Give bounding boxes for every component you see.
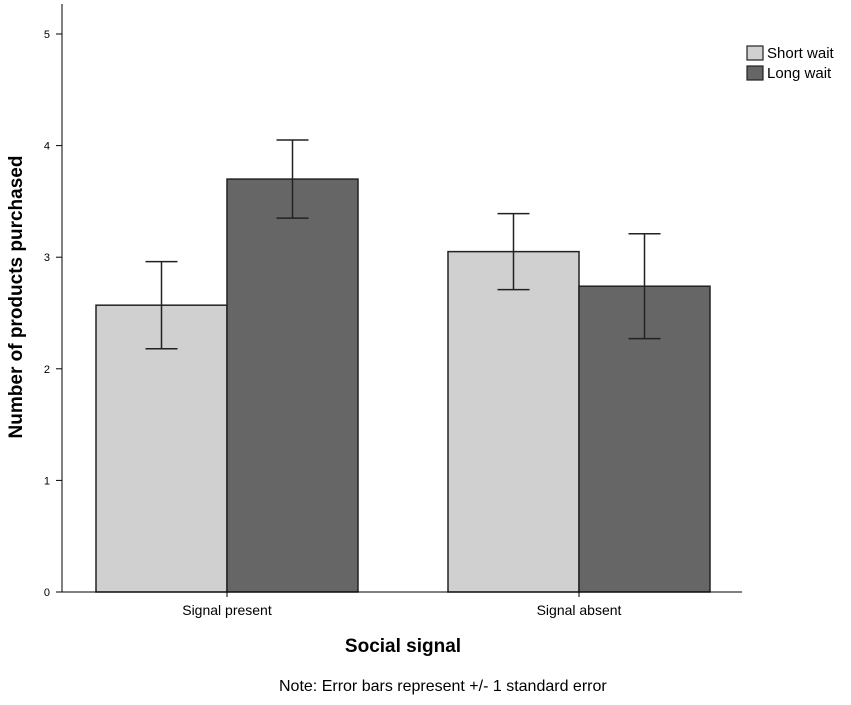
legend-swatch xyxy=(746,65,764,81)
y-tick-label: 5 xyxy=(44,29,50,41)
legend-swatch xyxy=(746,45,764,61)
bars xyxy=(95,178,711,593)
error-bars xyxy=(145,139,661,350)
x-tick-label: Signal present xyxy=(182,602,272,618)
x-axis: Signal present Signal absent xyxy=(62,591,742,618)
y-tick-label: 0 xyxy=(44,587,50,599)
legend-label: Short wait xyxy=(767,45,835,62)
x-axis-title: Social signal xyxy=(345,636,461,657)
legend-label: Long wait xyxy=(767,65,832,82)
bar xyxy=(226,178,359,593)
y-tick-label: 1 xyxy=(44,475,50,487)
bar xyxy=(447,250,580,593)
footnote: Note: Error bars represent +/- 1 standar… xyxy=(279,678,607,695)
y-axis: 0 1 2 3 4 5 xyxy=(44,4,63,599)
y-tick-label: 3 xyxy=(44,252,50,264)
y-axis-title: Number of products purchased xyxy=(6,156,27,439)
y-tick-label: 4 xyxy=(44,141,50,153)
y-tick-label: 2 xyxy=(44,364,50,376)
legend: Short wait Long wait xyxy=(746,45,835,82)
x-tick-label: Signal absent xyxy=(537,602,622,618)
